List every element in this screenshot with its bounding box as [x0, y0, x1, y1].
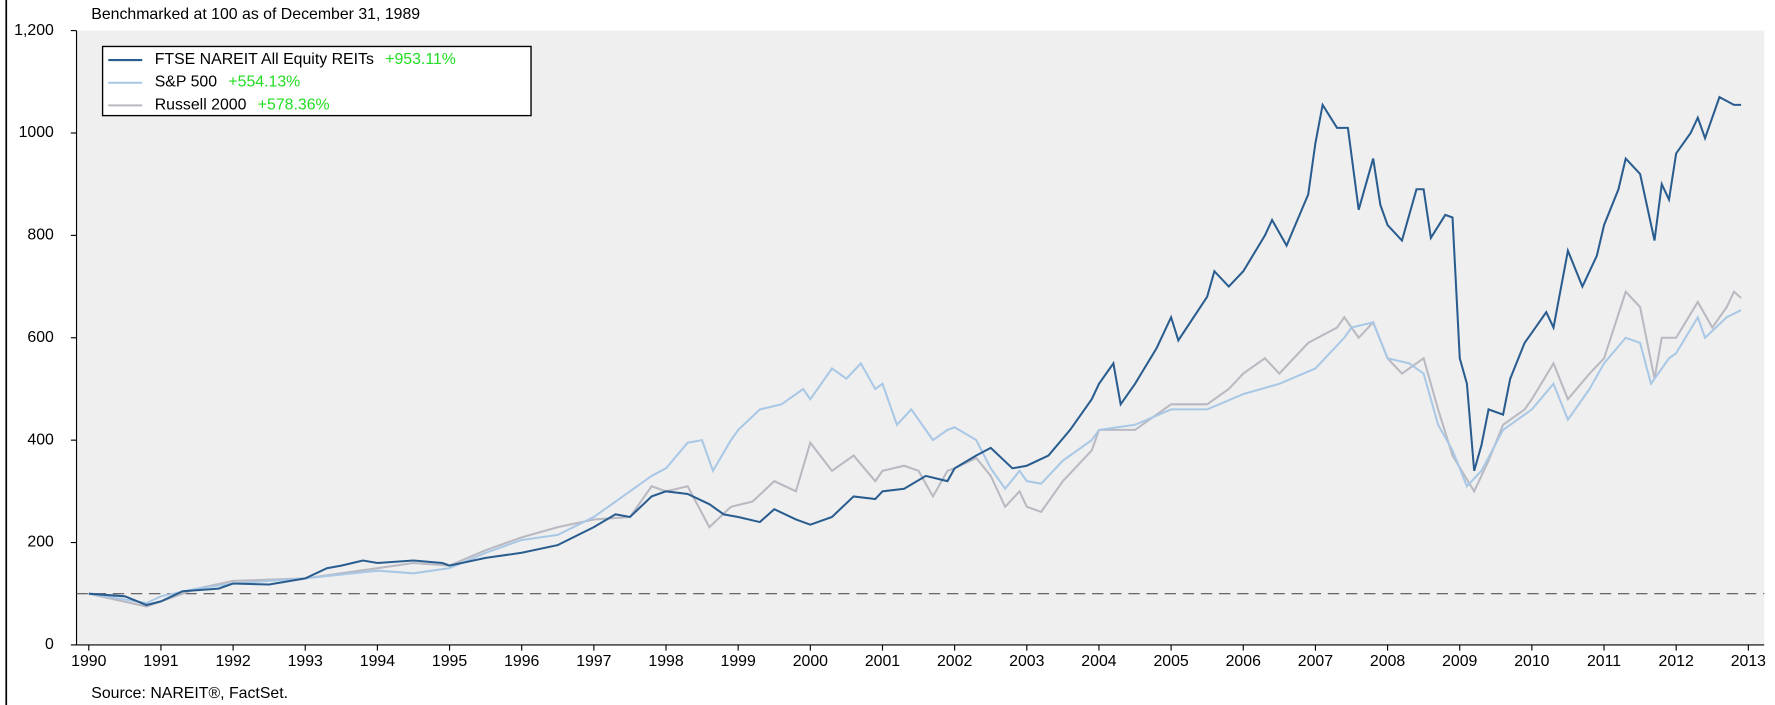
x-tick-label: 2009 — [1442, 653, 1477, 670]
x-tick-label: 2002 — [937, 653, 972, 670]
legend-label: Russell 2000 +578.36% — [155, 97, 330, 114]
x-tick-label: 1993 — [288, 653, 323, 670]
legend-return: +554.13% — [228, 74, 300, 91]
x-tick-label: 2013 — [1731, 653, 1766, 670]
y-tick-label: 800 — [27, 227, 54, 244]
legend-name: S&P 500 — [155, 74, 217, 91]
y-tick-label: 0 — [45, 636, 54, 653]
legend-label: S&P 500 +554.13% — [155, 74, 301, 91]
chart-source: Source: NAREIT®, FactSet. — [91, 685, 288, 702]
plot-area — [76, 30, 1765, 645]
x-tick-label: 2001 — [865, 653, 900, 670]
series-line — [88, 95, 1742, 607]
x-tick-label: 1991 — [143, 653, 178, 670]
legend-return: +953.11% — [385, 51, 456, 68]
x-tick-label: 2012 — [1659, 653, 1694, 670]
x-tick-label: 2007 — [1298, 653, 1333, 670]
legend-name: FTSE NAREIT All Equity REITs — [155, 51, 374, 68]
x-tick-label: 1999 — [721, 653, 756, 670]
legend-box — [101, 45, 532, 117]
x-tick-label: 2011 — [1587, 653, 1621, 670]
x-tick-label: 1994 — [360, 653, 395, 670]
x-tick-label: 2006 — [1226, 653, 1261, 670]
x-tick-label: 1995 — [432, 653, 467, 670]
y-tick-label: 1,200 — [14, 22, 54, 39]
y-tick-label: 400 — [27, 431, 54, 448]
x-tick-label: 2003 — [1009, 653, 1044, 670]
x-tick-label: 1997 — [576, 653, 611, 670]
legend-name: Russell 2000 — [155, 97, 247, 114]
x-tick-label: 2004 — [1081, 653, 1116, 670]
x-tick-label: 2005 — [1153, 653, 1188, 670]
legend-label: FTSE NAREIT All Equity REITs +953.11% — [155, 51, 456, 68]
y-tick-label: 200 — [27, 534, 54, 551]
x-tick-label: 2010 — [1514, 653, 1549, 670]
y-tick-label: 600 — [27, 329, 54, 346]
y-tick-label: 1000 — [19, 124, 54, 141]
series-line — [88, 289, 1742, 608]
x-tick-label: 1990 — [71, 653, 106, 670]
x-tick-label: 2008 — [1370, 653, 1405, 670]
x-tick-label: 1998 — [648, 653, 683, 670]
x-tick-label: 2000 — [793, 653, 828, 670]
x-tick-label: 1996 — [504, 653, 539, 670]
x-tick-label: 1992 — [215, 653, 250, 670]
series-line — [88, 309, 1742, 605]
legend-return: +578.36% — [258, 97, 330, 114]
chart-subtitle: Benchmarked at 100 as of December 31, 19… — [91, 6, 420, 23]
